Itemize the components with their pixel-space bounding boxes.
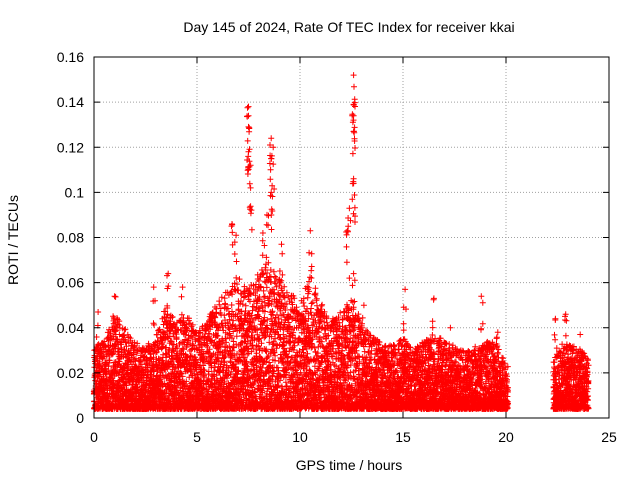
grid-lines [94, 57, 609, 418]
data-point [308, 300, 315, 307]
data-point [101, 338, 108, 345]
data-point [242, 302, 249, 309]
data-point [263, 284, 270, 291]
data-point [274, 364, 281, 371]
chart-title: Day 145 of 2024, Rate Of TEC Index for r… [183, 19, 514, 35]
data-point [136, 358, 143, 365]
data-point [307, 274, 313, 281]
data-point [113, 392, 120, 399]
data-point [122, 339, 129, 346]
data-point [206, 330, 213, 337]
data-point [121, 326, 128, 333]
data-point [131, 339, 138, 346]
data-point [221, 295, 228, 302]
data-point [318, 302, 325, 309]
data-point [348, 297, 355, 304]
data-point [271, 273, 278, 280]
data-point [107, 374, 114, 381]
data-point [122, 326, 129, 333]
data-point [116, 321, 123, 328]
data-point [264, 354, 271, 361]
data-point [301, 303, 308, 310]
data-point [312, 285, 319, 292]
data-point [134, 340, 141, 347]
data-point [99, 349, 106, 356]
data-points [90, 72, 592, 412]
data-point [106, 357, 113, 364]
data-point [138, 361, 145, 368]
data-point [114, 336, 121, 343]
data-point [124, 365, 131, 372]
data-point [129, 361, 135, 368]
data-point [319, 301, 326, 308]
data-point [121, 346, 128, 353]
data-point [228, 302, 235, 308]
data-point [97, 371, 104, 378]
